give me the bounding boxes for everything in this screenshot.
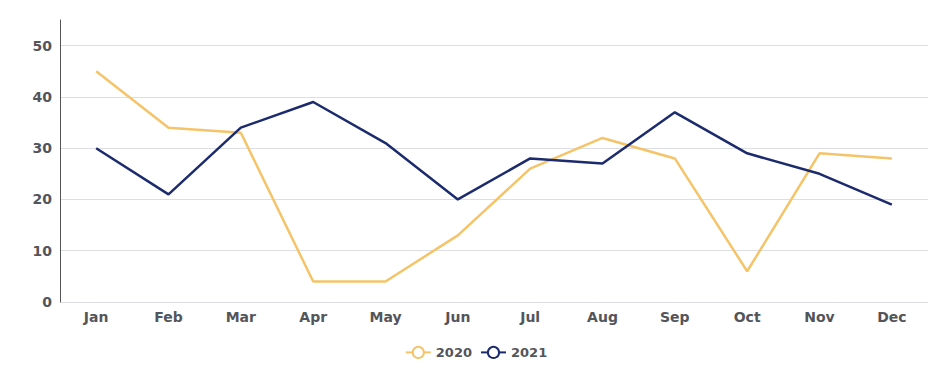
svg-text:40: 40 — [33, 89, 53, 105]
svg-text:Jul: Jul — [519, 309, 540, 325]
svg-text:Mar: Mar — [226, 309, 256, 325]
svg-text:50: 50 — [33, 38, 53, 54]
svg-text:2021: 2021 — [511, 345, 547, 360]
svg-text:Sep: Sep — [660, 309, 690, 325]
svg-text:May: May — [369, 309, 401, 325]
svg-text:Nov: Nov — [804, 309, 834, 325]
svg-text:Apr: Apr — [299, 309, 327, 325]
svg-text:Jan: Jan — [83, 309, 109, 325]
svg-text:Aug: Aug — [587, 309, 618, 325]
svg-text:Oct: Oct — [734, 309, 761, 325]
svg-text:2020: 2020 — [436, 345, 472, 360]
svg-text:Feb: Feb — [154, 309, 183, 325]
svg-text:30: 30 — [33, 140, 53, 156]
svg-text:20: 20 — [33, 191, 53, 207]
svg-text:Dec: Dec — [877, 309, 906, 325]
svg-text:0: 0 — [42, 294, 52, 310]
svg-text:Jun: Jun — [444, 309, 470, 325]
svg-text:10: 10 — [33, 243, 53, 259]
